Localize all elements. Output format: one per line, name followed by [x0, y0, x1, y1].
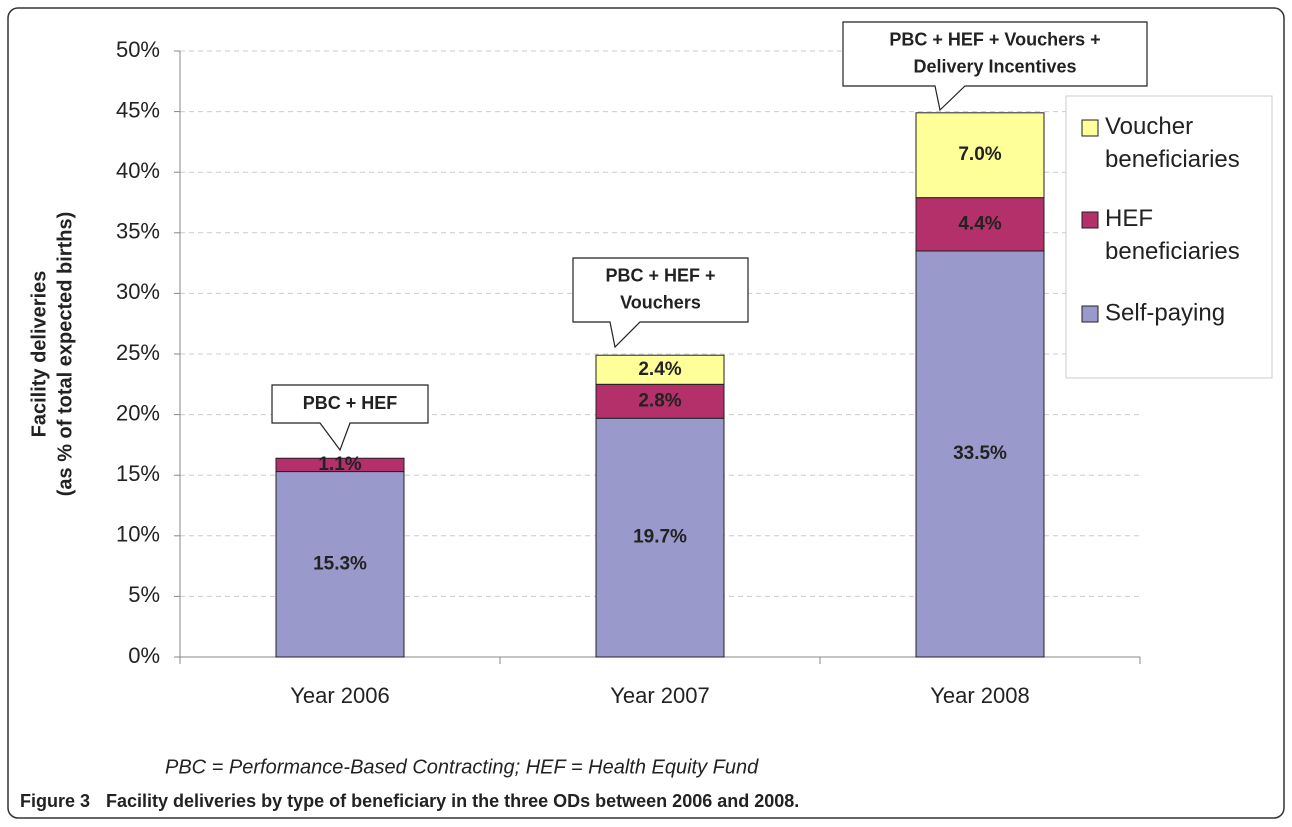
caption-label: Figure 3 — [20, 791, 90, 811]
callout-box — [572, 257, 749, 349]
bar-segment — [915, 112, 1045, 199]
legend-box — [1065, 95, 1273, 379]
note: PBC = Performance-Based Contracting; HEF… — [165, 756, 759, 778]
y-tick-label: 15% — [116, 461, 160, 486]
value-label: 33.5% — [953, 443, 1007, 464]
bar-segment — [915, 250, 1045, 658]
callout-box — [271, 384, 429, 452]
y-tick-label: 35% — [116, 219, 160, 244]
legend-swatch — [1081, 119, 1099, 137]
y-tick-label: 0% — [128, 643, 160, 668]
legend-label: Voucher beneficiaries — [1105, 113, 1240, 173]
bar-segment — [595, 354, 725, 385]
value-label: 4.4% — [958, 213, 1001, 234]
value-label: 7.0% — [958, 144, 1001, 165]
bar-segment — [595, 383, 725, 419]
y-tick-label: 25% — [116, 340, 160, 365]
value-label: 1.1% — [318, 454, 361, 475]
y-tick-label: 20% — [116, 400, 160, 425]
legend-label: HEF beneficiaries — [1105, 205, 1240, 265]
legend-swatch — [1081, 305, 1099, 323]
callout-text: Delivery Incentives — [913, 56, 1076, 76]
frame — [7, 7, 1285, 819]
y-tick-label: 50% — [116, 37, 160, 62]
y-tick-label: 30% — [116, 279, 160, 304]
y-tick-label: 40% — [116, 158, 160, 183]
bar-segment — [275, 471, 405, 658]
value-label: 19.7% — [633, 527, 687, 548]
value-label: 15.3% — [313, 553, 367, 574]
x-tick-label: Year 2008 — [930, 683, 1030, 708]
legend-swatch — [1081, 211, 1099, 229]
bar-segment — [275, 457, 405, 473]
value-label: 2.4% — [638, 359, 681, 380]
callout-text: PBC + HEF + — [605, 265, 715, 285]
y-tick-label: 45% — [116, 97, 160, 122]
callout-box — [842, 21, 1148, 112]
y-axis-title-line: (as % of total expected births) — [54, 212, 76, 497]
bar-segment — [595, 417, 725, 658]
legend-label: Self-paying — [1105, 299, 1225, 326]
x-tick-label: Year 2007 — [610, 683, 710, 708]
callout-text: PBC + HEF — [303, 393, 398, 413]
y-axis-title: Facility deliveries (as % of total expec… — [28, 212, 76, 497]
value-label: 2.8% — [638, 390, 681, 411]
y-tick-label: 10% — [116, 522, 160, 547]
callout-text: Vouchers — [620, 292, 701, 312]
bar-segment — [915, 197, 1045, 252]
y-axis-title-line: Facility deliveries — [28, 271, 50, 438]
x-tick-label: Year 2006 — [290, 683, 390, 708]
callout-text: PBC + HEF + Vouchers + — [889, 29, 1100, 49]
caption: Facility deliveries by type of beneficia… — [106, 791, 799, 811]
y-tick-label: 5% — [128, 582, 160, 607]
